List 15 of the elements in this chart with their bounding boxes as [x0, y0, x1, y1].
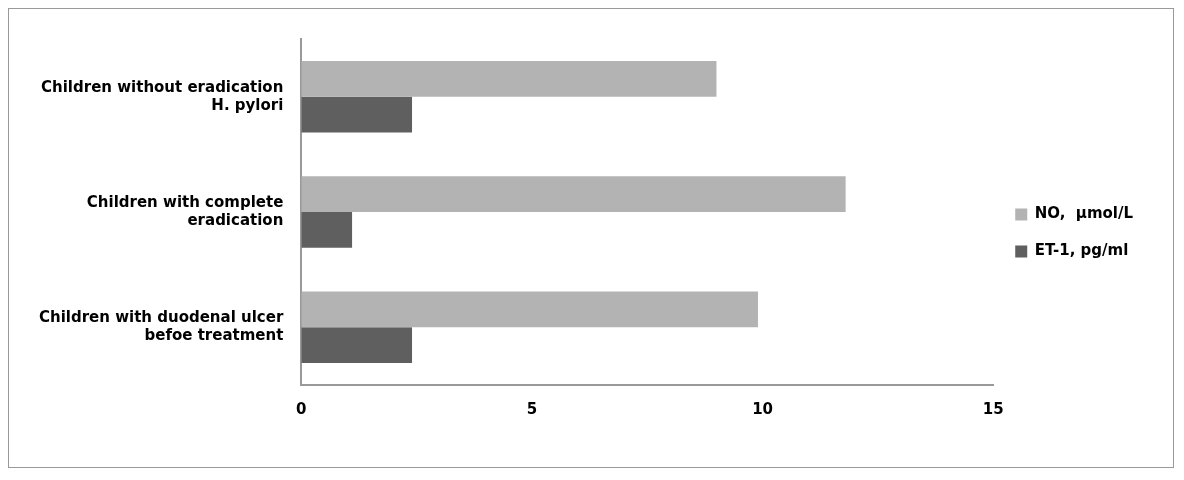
y-tick-label: Children with complete eradication: [86, 192, 284, 229]
x-tick-label: 5: [526, 399, 538, 418]
legend-label: ET-1, pg/ml: [1034, 241, 1129, 260]
bar: [301, 96, 413, 133]
legend-label: NO, µmol/L: [1034, 204, 1134, 223]
bar: [301, 176, 846, 212]
bar: [301, 327, 413, 364]
x-tick-label: 10: [752, 399, 774, 418]
y-tick-label: Children with duodenal ulcer befoe treatment: [38, 308, 284, 345]
y-tick-label: Children without eradication H. pylori: [41, 77, 284, 114]
bar: [301, 291, 758, 328]
bar: [301, 212, 353, 248]
x-tick-label: 15: [982, 399, 1004, 418]
x-tick-label: 0: [296, 399, 307, 418]
bar: [301, 60, 717, 97]
